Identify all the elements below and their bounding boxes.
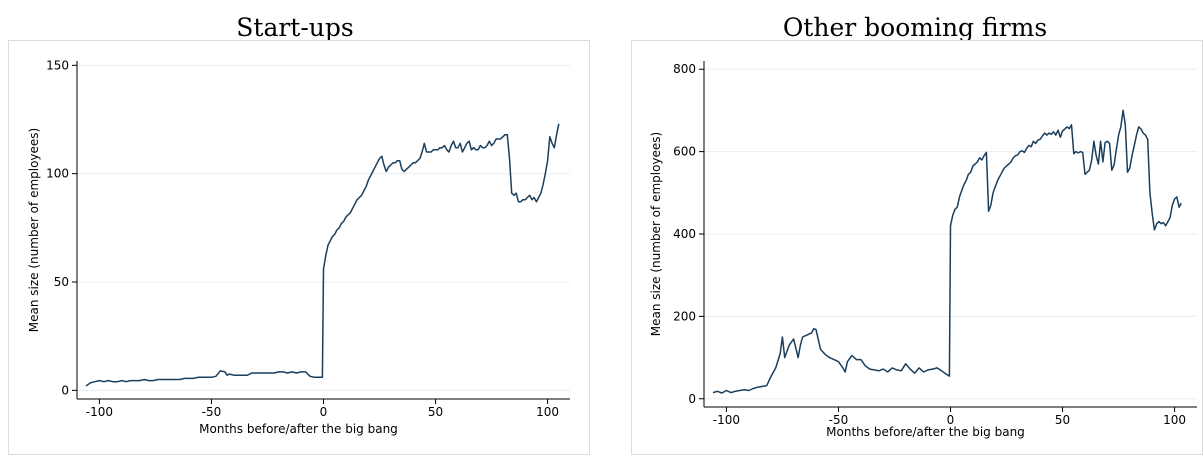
x-tick-label: 0 xyxy=(947,413,955,427)
x-tick-label: 50 xyxy=(428,405,443,419)
y-tick-label: 200 xyxy=(673,309,696,323)
y-tick-label: 0 xyxy=(688,392,696,406)
y-tick-label: 600 xyxy=(673,145,696,159)
x-axis-title: Months before/after the big bang xyxy=(826,425,1025,439)
y-tick-label: 0 xyxy=(61,383,69,397)
x-tick-label: 100 xyxy=(1163,413,1186,427)
series-line xyxy=(85,123,560,387)
x-tick-label: -50 xyxy=(202,405,222,419)
y-axis-title: Mean size (number of employees) xyxy=(27,128,41,332)
series-line xyxy=(712,109,1182,394)
y-tick-label: 800 xyxy=(673,62,696,76)
x-tick-label: 100 xyxy=(536,405,559,419)
y-tick-label: 150 xyxy=(46,58,69,72)
x-tick-label: -50 xyxy=(829,413,849,427)
y-tick-label: 50 xyxy=(54,275,69,289)
x-axis-title: Months before/after the big bang xyxy=(199,422,398,436)
other-booming-firms-chart-panel: Other booming firms 0 200 400 600 800 -100 -50… xyxy=(627,0,1203,461)
x-tick-label: 50 xyxy=(1055,413,1070,427)
chart-title: Start-ups xyxy=(236,13,354,42)
x-tick-label: -100 xyxy=(713,413,740,427)
y-axis-title: Mean size (number of employees) xyxy=(649,132,663,336)
x-tick-label: 0 xyxy=(320,405,328,419)
y-tick-label: 400 xyxy=(673,227,696,241)
plot-frame xyxy=(631,40,1203,455)
startups-line-chart: 0 50 100 150 -100 -50 0 50 100 Months before/afte… xyxy=(27,58,570,436)
plot-frame xyxy=(8,40,590,455)
other-booming-firms-line-chart: 0 200 400 600 800 -100 -50 0 50 100 Months before/… xyxy=(649,61,1197,439)
x-tick-label: -100 xyxy=(86,405,113,419)
chart-title: Other booming firms xyxy=(782,13,1048,42)
y-tick-label: 100 xyxy=(46,167,69,181)
startups-chart-panel: Start-ups 0 50 100 150 -100 -50 0 50 100 Months b… xyxy=(0,0,590,461)
